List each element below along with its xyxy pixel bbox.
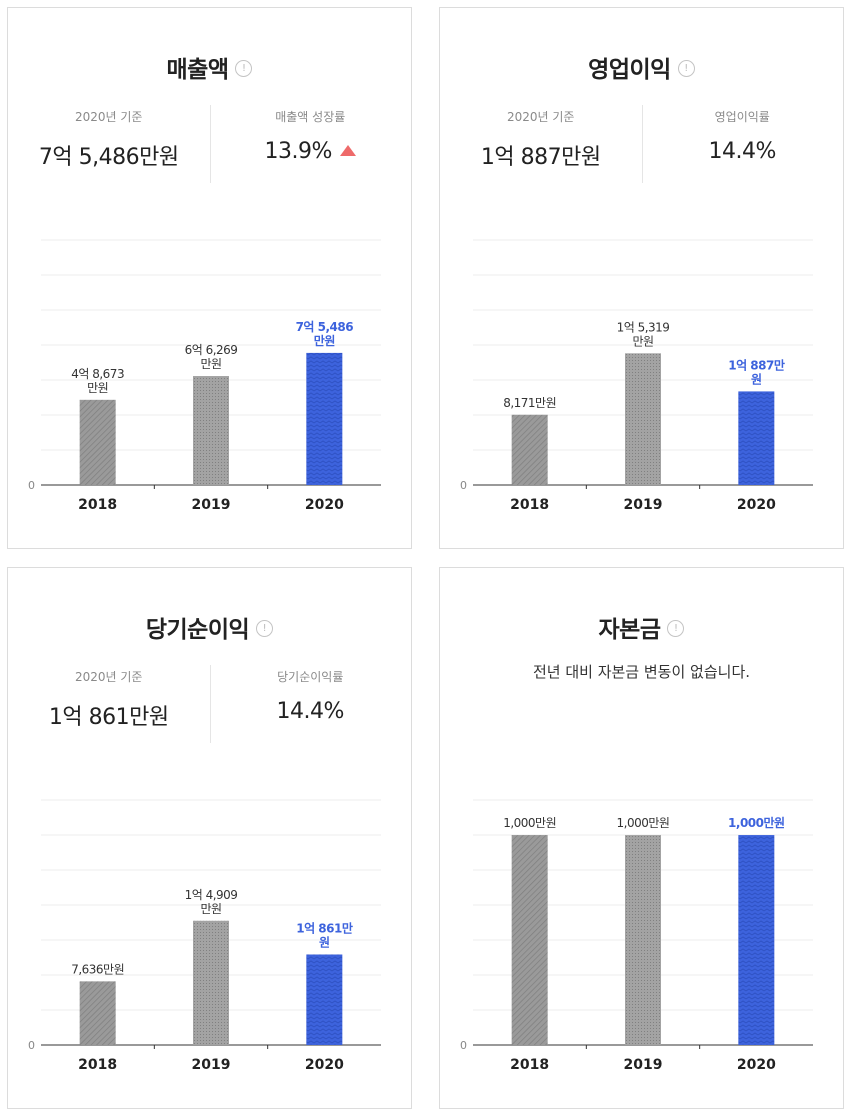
bar-2019[interactable] [625, 353, 661, 485]
x-tick-label: 2018 [78, 497, 117, 513]
data-label: 7억 5,486 [296, 320, 354, 334]
data-label: 7,636만원 [71, 962, 124, 976]
stats-row: 2020년 기준 7억 5,486만원 매출액 성장률 13.9% [8, 105, 411, 183]
bar-2019[interactable] [193, 920, 229, 1045]
trend-up-icon [339, 144, 356, 156]
stat-label: 2020년 기준 [507, 110, 575, 124]
data-label: 1억 861만 [296, 920, 353, 935]
data-label: 8,171만원 [503, 396, 556, 410]
stat-base-year: 2020년 기준 7억 5,486만원 [8, 105, 210, 183]
info-icon[interactable]: ! [235, 60, 253, 77]
info-icon[interactable]: ! [667, 620, 685, 637]
data-label: 1,000만원 [728, 815, 785, 830]
x-tick-label: 2018 [510, 1057, 549, 1073]
bar-2020[interactable] [738, 391, 775, 485]
stat-label: 매출액 성장률 [275, 110, 346, 124]
card-title-row: 당기순이익 ! [8, 610, 411, 644]
stat-value: 7억 5,486만원 [38, 145, 179, 170]
stat-label: 당기순이익률 [277, 670, 344, 684]
x-tick-label: 2020 [737, 1057, 776, 1073]
stats-row: 2020년 기준 1억 861만원 당기순이익률 14.4% [8, 665, 411, 743]
data-label: 1억 5,319 [617, 320, 670, 334]
data-label: 만원 [87, 381, 108, 395]
card-operating-profit: 영업이익 ! 2020년 기준 1억 887만원 영업이익률 14.4% 0 8,… [439, 7, 844, 549]
info-icon[interactable]: ! [677, 60, 695, 77]
data-label: 1억 887만 [728, 357, 785, 372]
x-tick-label: 2018 [510, 497, 549, 513]
x-tick-label: 2020 [737, 497, 776, 513]
data-label: 6억 6,269 [185, 343, 238, 357]
data-label: 원 [319, 935, 330, 949]
y-tick-label: 0 [460, 479, 467, 492]
x-tick-label: 2018 [78, 1057, 117, 1073]
data-label: 만원 [200, 902, 221, 916]
x-tick-label: 2019 [192, 1057, 231, 1073]
bar-2018[interactable] [511, 835, 548, 1045]
data-label: 만원 [632, 334, 653, 348]
bar-2020[interactable] [306, 352, 343, 485]
x-tick-label: 2020 [305, 497, 344, 513]
card-title: 매출액 [166, 57, 229, 83]
data-label: 1억 4,909 [185, 888, 238, 902]
stat-label: 영업이익률 [714, 110, 770, 124]
x-tick-label: 2019 [624, 497, 663, 513]
stat-base-year: 2020년 기준 1억 887만원 [440, 105, 642, 183]
stat-label: 2020년 기준 [75, 670, 143, 684]
card-net-income: 당기순이익 ! 2020년 기준 1억 861만원 당기순이익률 14.4% 0… [7, 567, 412, 1109]
stat-margin: 당기순이익률 14.4% [209, 665, 412, 743]
bar-chart: 0 1,000만원 2018 1,000만원 2019 1,000만원 2020 [460, 799, 813, 1073]
info-icon[interactable]: ! [256, 620, 274, 637]
card-title: 당기순이익 [145, 617, 250, 643]
card-capital: 자본금 ! 전년 대비 자본금 변동이 없습니다. 0 1,000만원 2018 1,… [439, 567, 844, 1109]
stats-row: 2020년 기준 1억 887만원 영업이익률 14.4% [440, 105, 843, 183]
bar-2020[interactable] [738, 835, 775, 1045]
x-tick-label: 2019 [192, 497, 231, 513]
stat-value-wrap: 13.9% [210, 139, 412, 164]
card-revenue: 매출액 ! 2020년 기준 7억 5,486만원 매출액 성장률 13.9% … [7, 7, 412, 549]
bar-2018[interactable] [79, 399, 116, 485]
data-label: 만원 [200, 357, 221, 371]
stat-growth-rate: 매출액 성장률 13.9% [209, 105, 412, 183]
data-label: 4억 8,673 [71, 367, 124, 381]
card-title: 자본금 [598, 617, 661, 643]
x-tick-label: 2019 [624, 1057, 663, 1073]
capital-note: 전년 대비 자본금 변동이 없습니다. [532, 663, 751, 681]
stat-value: 13.9% [264, 139, 333, 164]
bar-2019[interactable] [625, 835, 661, 1045]
x-tick-label: 2020 [305, 1057, 344, 1073]
bar-2020[interactable] [306, 954, 343, 1045]
card-title-row: 영업이익 ! [440, 50, 843, 84]
y-tick-label: 0 [28, 1039, 35, 1052]
bar-2019[interactable] [193, 376, 229, 485]
stat-margin: 영업이익률 14.4% [641, 105, 844, 183]
bar-2018[interactable] [511, 414, 548, 485]
stat-base-year: 2020년 기준 1억 861만원 [8, 665, 210, 743]
y-tick-label: 0 [28, 479, 35, 492]
stat-value: 1억 887만원 [480, 145, 601, 170]
y-tick-label: 0 [460, 1039, 467, 1052]
card-title-row: 매출액 ! [8, 50, 411, 84]
stat-value: 1억 861만원 [48, 705, 169, 730]
stat-label: 2020년 기준 [75, 110, 143, 124]
card-title: 영업이익 [588, 57, 671, 83]
data-label: 1,000만원 [617, 816, 670, 830]
stat-value: 14.4% [708, 139, 777, 164]
card-title-row: 자본금 ! [440, 610, 843, 644]
data-label: 만원 [314, 333, 335, 348]
bar-2018[interactable] [79, 981, 116, 1045]
data-label: 1,000만원 [503, 816, 556, 830]
stat-value: 14.4% [276, 699, 345, 724]
data-label: 원 [751, 372, 762, 386]
